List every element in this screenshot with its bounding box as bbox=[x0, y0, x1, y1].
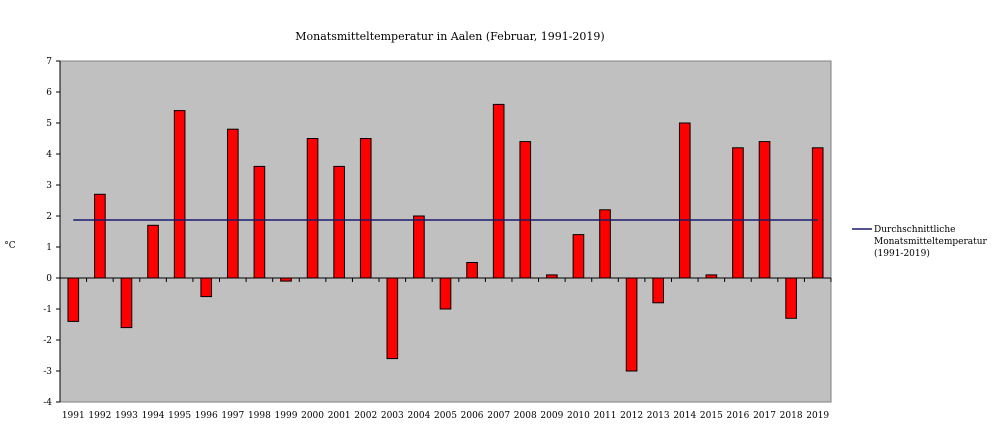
bar-2006 bbox=[466, 262, 478, 279]
chart-title: Monatsmitteltemperatur in Aalen (Februar… bbox=[295, 30, 604, 43]
y-tick-label: 5 bbox=[46, 119, 52, 129]
x-tick-label: 2009 bbox=[540, 411, 563, 421]
x-tick-label: 2003 bbox=[381, 411, 404, 421]
x-tick-label: 2005 bbox=[434, 411, 457, 421]
x-tick-label: 2018 bbox=[780, 411, 803, 421]
legend: Durchschnittliche Monatsmitteltemperatur(… bbox=[852, 225, 988, 259]
bar-2012 bbox=[625, 277, 638, 372]
bar-2004 bbox=[413, 215, 425, 279]
bars bbox=[67, 103, 824, 372]
x-tick-label: 1991 bbox=[62, 411, 85, 421]
plot-area bbox=[59, 60, 832, 403]
bar-2003 bbox=[386, 277, 399, 360]
bar-1996 bbox=[200, 277, 213, 298]
y-tick-label: 7 bbox=[46, 57, 52, 67]
legend-label: Monatsmitteltemperatur bbox=[874, 237, 988, 247]
y-tick-label: -3 bbox=[43, 367, 52, 377]
bar-2000 bbox=[306, 138, 319, 279]
x-tick-label: 2012 bbox=[620, 411, 643, 421]
legend-label: (1991-2019) bbox=[874, 248, 930, 259]
bar-2008 bbox=[519, 141, 532, 279]
y-tick-label: -2 bbox=[43, 336, 52, 346]
y-tick-label: -4 bbox=[43, 398, 52, 408]
bar-1992 bbox=[94, 193, 106, 279]
bar-2001 bbox=[333, 165, 345, 279]
x-tick-label: 1994 bbox=[142, 411, 165, 421]
y-tick-label: 3 bbox=[46, 181, 52, 191]
bar-1998 bbox=[253, 165, 266, 279]
x-tick-label: 1996 bbox=[195, 411, 218, 421]
x-tick-label: 2019 bbox=[806, 411, 829, 421]
bar-2017 bbox=[758, 141, 771, 279]
bar-1991 bbox=[67, 277, 80, 322]
bar-2014 bbox=[678, 122, 691, 279]
y-tick-label: 2 bbox=[46, 212, 52, 222]
x-tick-label: 2001 bbox=[328, 411, 351, 421]
x-tick-label: 1998 bbox=[248, 411, 271, 421]
y-axis: -4 -3 -2 -1 0 1 2 3 4 5 6 7 bbox=[43, 57, 61, 408]
x-tick-label: 2006 bbox=[461, 411, 484, 421]
bar-2016 bbox=[732, 147, 744, 279]
bar-1995 bbox=[173, 110, 186, 279]
bar-1994 bbox=[147, 224, 159, 279]
y-axis-label: °C bbox=[4, 241, 16, 251]
x-tick-label: 2004 bbox=[407, 411, 430, 421]
bar-2018 bbox=[785, 277, 797, 319]
x-tick-label: 1993 bbox=[115, 411, 138, 421]
bar-1997 bbox=[226, 128, 239, 279]
x-tick-label: 2017 bbox=[753, 411, 776, 421]
y-tick-label: 6 bbox=[46, 88, 52, 98]
y-tick-label: -1 bbox=[43, 305, 52, 315]
bar-2013 bbox=[652, 277, 665, 304]
bar-2007 bbox=[492, 103, 505, 279]
y-tick-label: 4 bbox=[46, 150, 52, 160]
x-tick-label: 2011 bbox=[594, 411, 617, 421]
x-tick-label: 1992 bbox=[88, 411, 111, 421]
x-tick-label: 2014 bbox=[673, 411, 696, 421]
bar-2010 bbox=[572, 234, 585, 279]
bar-2019 bbox=[811, 147, 824, 279]
x-tick-label: 1995 bbox=[168, 411, 191, 421]
bar-1993 bbox=[120, 277, 133, 329]
x-tick-label: 2016 bbox=[726, 411, 749, 421]
x-tick-label: 2007 bbox=[487, 411, 510, 421]
x-tick-label: 2015 bbox=[700, 411, 723, 421]
y-tick-label: 1 bbox=[46, 243, 52, 253]
legend-label: Durchschnittliche bbox=[874, 225, 955, 235]
x-tick-label: 2008 bbox=[514, 411, 537, 421]
y-tick-label: 0 bbox=[46, 274, 52, 284]
bar-2002 bbox=[359, 138, 372, 279]
x-tick-label: 2013 bbox=[647, 411, 670, 421]
x-tick-label: 1999 bbox=[275, 411, 298, 421]
x-tick-label: 2002 bbox=[354, 411, 377, 421]
x-tick-label: 1997 bbox=[221, 411, 244, 421]
x-axis: 1991 1992 1993 1994 1995 1996 1997 1998 1999 2000… bbox=[59, 277, 832, 421]
x-tick-label: 2000 bbox=[301, 411, 324, 421]
x-tick-label: 2010 bbox=[567, 411, 590, 421]
bar-2005 bbox=[439, 277, 452, 310]
